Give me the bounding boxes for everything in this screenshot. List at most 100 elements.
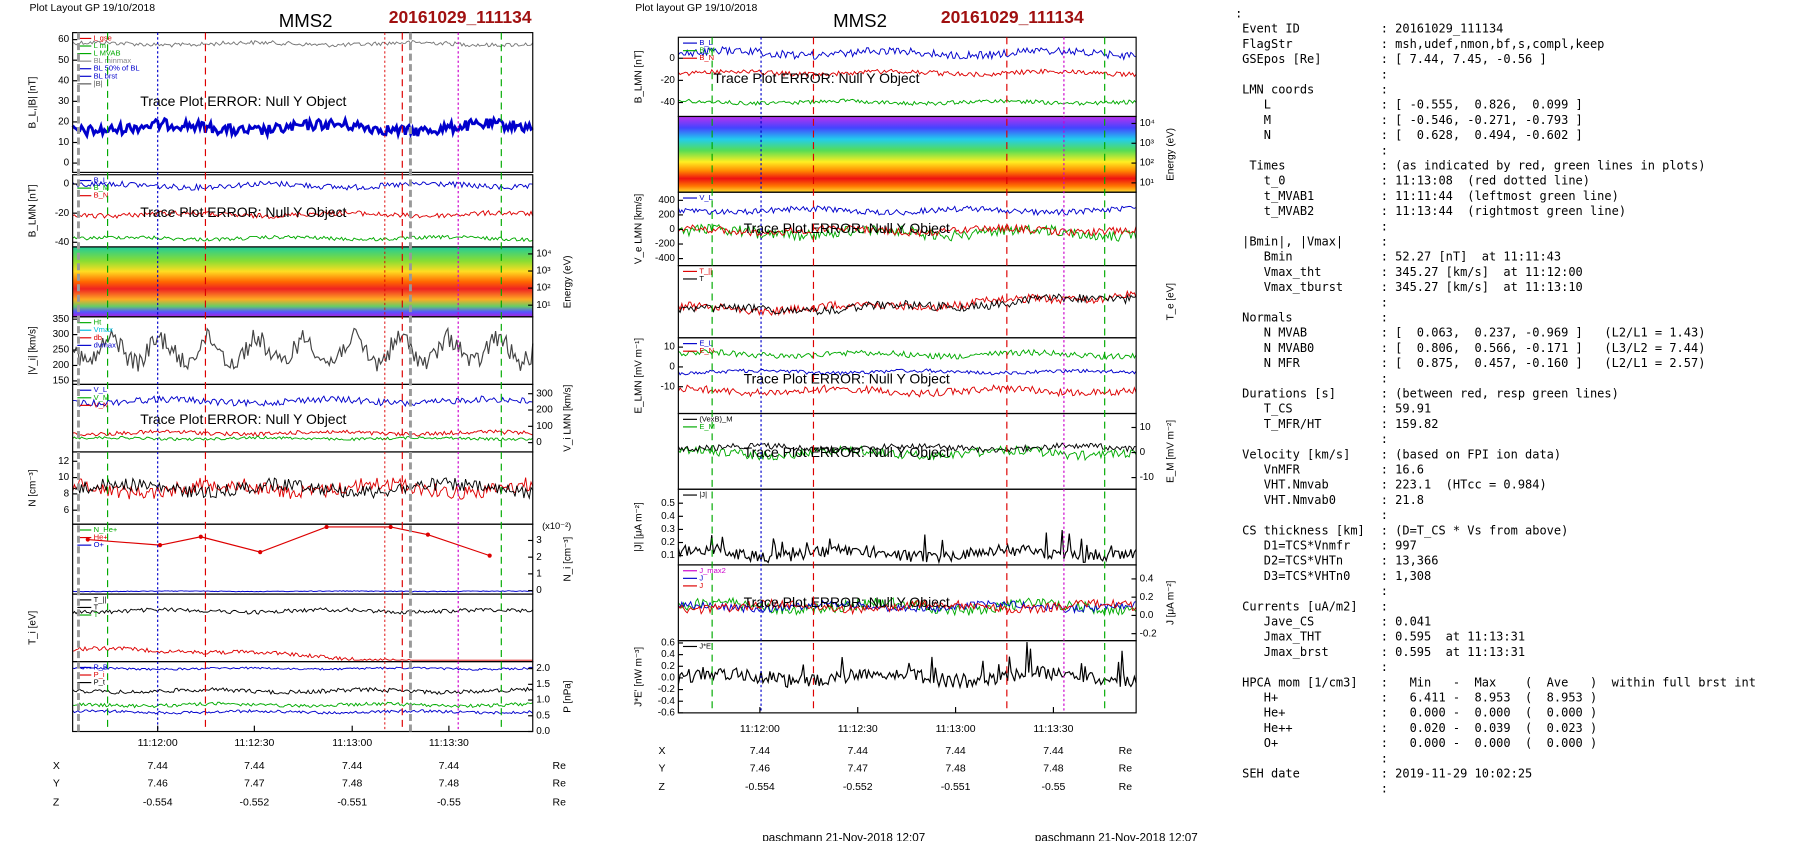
summary-label: Jave_CS [1242, 615, 1314, 629]
summary-value: : [1381, 82, 1388, 96]
legend-entry: L m [94, 41, 106, 50]
trace [72, 180, 533, 192]
legend-entry: V_L [94, 385, 107, 394]
summary-label: HPCA mom [1/cm3] [1242, 675, 1357, 689]
trace [71, 114, 534, 141]
legend-entry: B_L [94, 176, 107, 185]
y-tick-label: 10⁴ [536, 249, 551, 260]
legend-entry: T_|| [94, 595, 107, 604]
legend-entry: |J| [699, 490, 707, 499]
summary-top: : [1235, 6, 1242, 20]
y-axis-label: J*E' [nW m⁻³] [633, 647, 644, 707]
y-tick-label: 10 [1140, 422, 1152, 433]
trace [677, 642, 1137, 690]
trace [72, 477, 534, 500]
y-tick-label: 300 [53, 329, 70, 340]
plot-title: MMS2 [279, 10, 333, 31]
x-tick-label: 11:12:00 [740, 724, 780, 735]
y-tick-label: 10¹ [1140, 177, 1155, 188]
trace-dot [258, 550, 263, 555]
ephemeris-unit: Re [1119, 764, 1133, 775]
y-tick-label: 12 [58, 456, 69, 467]
trace-dot [425, 532, 431, 537]
summary-value: : 11:13:44 (rightmost green line) [1381, 204, 1626, 218]
ephemeris-value: 7.44 [750, 746, 771, 757]
x-tick-label: 11:13:30 [1033, 724, 1073, 735]
trace [72, 429, 533, 437]
ephemeris-unit: Re [1119, 782, 1133, 793]
summary-value: : 52.27 [nT] at 11:11:43 [1381, 250, 1561, 264]
trace [87, 526, 490, 557]
summary-value: : Min - Max ( Ave ) within full brst int [1381, 675, 1756, 689]
summary-value: : [1381, 295, 1388, 309]
y-tick-label: -40 [55, 237, 70, 248]
y-axis-label: J [μA m⁻²] [1166, 580, 1177, 625]
summary-value: : [ 0.875, 0.457, -0.160 ] (L2/L1 = 2.57… [1381, 356, 1706, 370]
legend-entry: dvmax [94, 340, 116, 349]
summary-value: : 11:11:44 (leftmost green line) [1381, 189, 1619, 203]
plot-error: Trace Plot ERROR: Null Y Object [744, 370, 950, 386]
summary-value: : 0.041 [1381, 615, 1432, 629]
y-axis-label: T_e [eV] [1166, 283, 1177, 321]
ephemeris-value: -0.55 [437, 797, 461, 808]
y-axis-label: P [nPa] [562, 680, 573, 713]
y-tick-label: 2.0 [536, 663, 550, 674]
summary-value: : 20161029_111134 [1381, 22, 1504, 36]
y-tick-label: 20 [58, 117, 70, 128]
summary-label: t_0 [1242, 174, 1285, 188]
ephemeris-value: 7.48 [342, 779, 363, 790]
spectrogram [678, 116, 1137, 193]
summary-label: Durations [s] [1242, 387, 1336, 401]
summary-label: LMN coords [1242, 82, 1314, 96]
legend-entry: B_N [94, 191, 109, 200]
ephemeris-value: 7.44 [1043, 746, 1064, 757]
y-tick-label: 0.6 [661, 638, 675, 649]
y-tick-label: 150 [53, 376, 70, 387]
summary-value: : 13,366 [1381, 554, 1439, 568]
y-tick-label: 0.2 [661, 537, 675, 548]
legend-entry: He+ [94, 533, 109, 542]
y-axis-label: T_i [eV] [28, 611, 39, 645]
trace [72, 395, 533, 408]
ephemeris-value: 7.44 [945, 746, 966, 757]
summary-label: Vmax_tburst [1242, 280, 1343, 294]
summary-label: Velocity [km/s] [1242, 447, 1350, 461]
summary-value: : [ 0.628, 0.494, -0.602 ] [1381, 128, 1583, 142]
x-tick-label: 11:12:30 [234, 738, 274, 749]
summary-value: : msh,udef,nmon,bf,s,compl,keep [1381, 37, 1605, 51]
trace [677, 368, 1137, 376]
summary-label: SEH date [1242, 767, 1300, 781]
summary-value: : 223.1 (HTcc = 0.984) [1381, 478, 1547, 492]
legend-entry: BL brst [94, 71, 119, 80]
summary-label: N [1242, 128, 1271, 142]
y-tick-label: -10 [661, 381, 676, 392]
summary-label: M [1242, 113, 1271, 127]
plot-header: Plot layout GP 19/10/2018 [635, 3, 757, 14]
y-tick-label: 0.0 [536, 726, 550, 737]
y-tick-label: 40 [58, 75, 70, 86]
legend-entry: T [94, 602, 99, 611]
panel-frame [72, 593, 534, 663]
summary-label: N MVAB [1242, 326, 1307, 340]
y-tick-label: 10² [536, 283, 551, 294]
trace [72, 39, 534, 48]
ephemeris-value: -0.554 [143, 797, 173, 808]
y-tick-label: 250 [53, 345, 70, 356]
summary-label: FlagStr [1242, 37, 1293, 51]
plot-error: Trace Plot ERROR: Null Y Object [140, 411, 346, 427]
summary-label: N MVAB0 [1242, 341, 1314, 355]
trace [677, 598, 1137, 616]
summary-value: : [1381, 371, 1388, 385]
y-tick-label: 0.0 [1140, 610, 1154, 621]
legend-entry: P_B [94, 662, 108, 671]
legend-entry: J [699, 581, 703, 590]
trace [678, 444, 1137, 462]
panel-frame [677, 640, 1137, 714]
y-tick-label: 60 [58, 34, 70, 45]
ephemeris-value: -0.551 [941, 782, 971, 793]
summary-value: : 11:13:08 (red dotted line) [1381, 174, 1590, 188]
trace [677, 289, 1137, 317]
summary-value: : 0.000 - 0.000 ( 0.000 ) [1381, 706, 1597, 720]
summary-value: : 997 [1381, 539, 1417, 553]
summary-value: : 59.91 [1381, 402, 1432, 416]
